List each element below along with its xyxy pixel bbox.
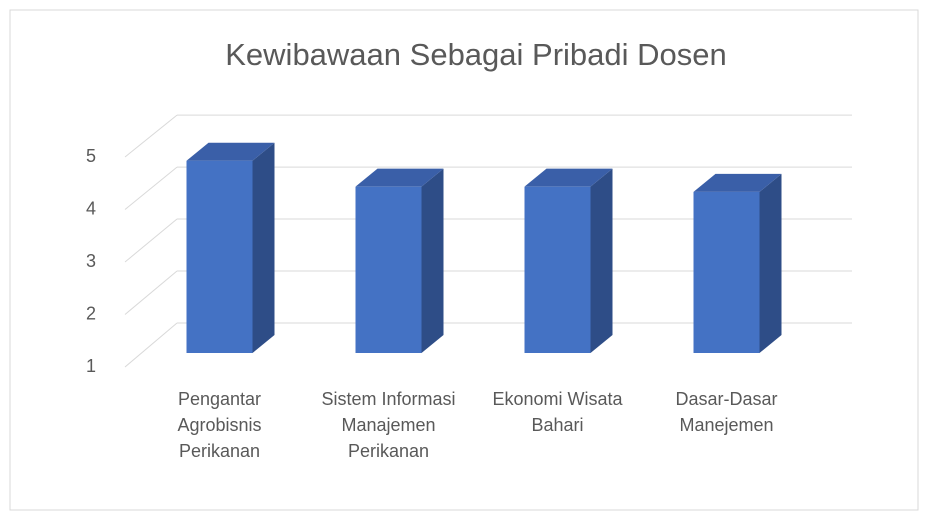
bar-top [186,142,275,161]
x-tick-label: Pengantar Agrobisnis Perikanan [177,389,262,461]
y-tick-label: 1 [86,356,96,376]
x-tick-label: Dasar-Dasar Manejemen [675,389,778,435]
y-tick-label: 3 [86,251,96,271]
bar [186,160,253,353]
grid-line [124,218,178,263]
bar-top [524,168,613,187]
grid-line [124,114,178,158]
bar [524,186,591,353]
y-tick-label: 5 [86,146,96,166]
chart-title: Kewibawaan Sebagai Pribadi Dosen [225,37,727,72]
bar [355,186,422,353]
x-tick-label: Ekonomi Wisata Bahari [492,389,623,435]
bar-top [693,173,782,192]
grid-line [124,166,178,210]
bar-side [590,168,613,353]
y-tick-label: 2 [86,303,96,323]
grid-line [124,322,178,368]
bar-side [759,173,782,353]
bar-side [252,142,275,353]
x-tick-label: Sistem Informasi Manajemen Perikanan [321,389,456,461]
bar-top [355,168,444,187]
grid-line [124,270,178,315]
bar-side [421,168,444,353]
y-tick-label: 4 [86,198,96,218]
bar [693,191,760,353]
